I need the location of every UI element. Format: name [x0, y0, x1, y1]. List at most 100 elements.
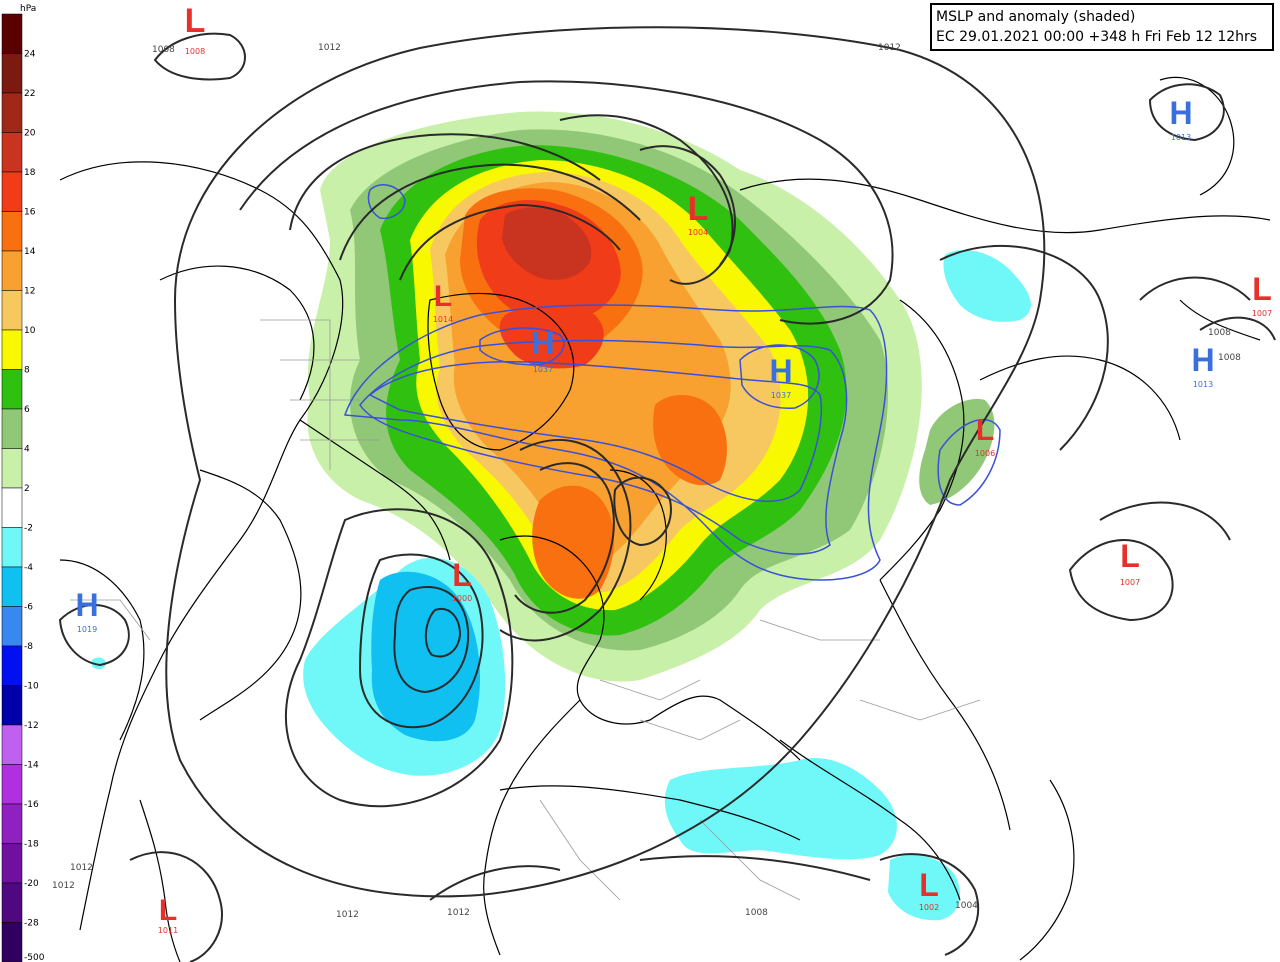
scale-swatch	[1, 645, 23, 686]
scale-swatch	[1, 92, 23, 133]
scale-label: -4	[24, 563, 33, 573]
anomaly-negative-india	[888, 855, 960, 921]
svg-text:H: H	[531, 325, 554, 361]
svg-text:1007: 1007	[1120, 578, 1140, 587]
scale-unit: hPa	[20, 4, 36, 14]
chart-subtitle: EC 29.01.2021 00:00 +348 h Fri Feb 12 12…	[936, 29, 1258, 45]
scale-label: -6	[24, 603, 33, 613]
svg-text:1008: 1008	[185, 47, 205, 56]
scale-swatch	[1, 290, 23, 331]
scale-swatch	[1, 882, 23, 923]
low-pressure-marker: L 1007	[1252, 271, 1272, 318]
high-pressure-marker: H 1013	[1191, 342, 1214, 389]
svg-text:L: L	[434, 280, 452, 313]
svg-text:H: H	[769, 353, 792, 389]
svg-text:1004: 1004	[688, 228, 708, 237]
scale-swatch	[1, 211, 23, 252]
scale-label: 6	[24, 405, 30, 415]
scale-label: 20	[24, 129, 36, 139]
anomaly-color-scale: hPa 24 22 20 18 16 14 12 10 8 6 4 2 -2 -4 -6 -8 -10 -12 -1…	[0, 0, 50, 962]
svg-text:1011: 1011	[158, 926, 178, 935]
low-pressure-marker: L 1011	[158, 894, 178, 935]
isobar-label: 1012	[52, 881, 75, 891]
scale-label: 4	[24, 445, 30, 455]
scale-swatch	[1, 922, 23, 962]
scale-label: 22	[24, 89, 35, 99]
svg-text:L: L	[688, 190, 709, 228]
svg-text:L: L	[452, 557, 472, 593]
scale-swatch	[1, 13, 23, 54]
isobar-label: 1004	[955, 901, 978, 911]
scale-label: 8	[24, 366, 30, 376]
svg-text:1037: 1037	[771, 391, 791, 400]
scale-label: -18	[24, 840, 39, 850]
scale-swatch	[1, 329, 23, 370]
low-pressure-marker: L 1014	[433, 280, 453, 324]
scale-label: 12	[24, 287, 35, 297]
svg-text:L: L	[919, 867, 939, 903]
isobar-1012-outer	[165, 26, 1046, 898]
svg-text:L: L	[976, 414, 994, 447]
svg-text:L: L	[159, 894, 177, 927]
scale-label: 16	[24, 208, 36, 218]
anomaly-negative-mideast	[664, 758, 897, 860]
low-pressure-marker: L 1007	[1120, 538, 1140, 587]
scale-label: -2	[24, 524, 33, 534]
high-pressure-marker: H 1037	[769, 353, 792, 400]
anomaly-negative-mexico	[92, 657, 106, 670]
scale-label: -12	[24, 721, 39, 731]
isobar-label: 1012	[878, 43, 901, 53]
scale-label: 14	[24, 247, 36, 257]
scale-swatch	[1, 843, 23, 884]
isobar-label: 1008	[1208, 328, 1231, 338]
scale-label: 24	[24, 50, 36, 60]
scale-swatch	[1, 250, 23, 291]
scale-label: -500	[24, 953, 45, 962]
svg-text:1000: 1000	[452, 594, 472, 603]
anomaly-positive-18	[502, 207, 592, 280]
scale-swatch	[1, 448, 23, 489]
scale-swatch	[1, 487, 23, 528]
isobar-label: 1012	[318, 43, 341, 53]
high-pressure-marker: H 1013	[1169, 95, 1192, 142]
low-pressure-marker: L 1008	[185, 2, 206, 56]
svg-text:1019: 1019	[77, 625, 97, 634]
scale-label: 2	[24, 484, 30, 494]
chart-title-box: MSLP and anomaly (shaded) EC 29.01.2021 …	[930, 3, 1274, 51]
scale-label: 10	[24, 326, 36, 336]
scale-swatch	[1, 685, 23, 726]
isobar-1016	[239, 80, 894, 325]
svg-text:1007: 1007	[1252, 309, 1272, 318]
scale-swatch	[1, 803, 23, 844]
anomaly-negative-asia	[943, 250, 1031, 322]
scale-label: -20	[24, 879, 39, 889]
svg-text:1013: 1013	[1171, 133, 1191, 142]
borders	[70, 319, 981, 901]
isobar-label: 1008	[152, 45, 175, 55]
svg-text:1037: 1037	[533, 365, 553, 374]
high-isobars	[343, 184, 1001, 581]
scale-swatch	[1, 132, 23, 173]
anomaly-positive-14-b	[653, 394, 727, 486]
svg-text:H: H	[1191, 342, 1214, 378]
scale-swatch	[1, 527, 23, 568]
svg-text:L: L	[1120, 538, 1140, 574]
low-pressure-marker: L 1004	[688, 190, 709, 237]
scale-swatch	[1, 724, 23, 765]
chart-title: MSLP and anomaly (shaded)	[936, 9, 1136, 25]
low-pressure-marker: L 1000	[452, 557, 472, 603]
scale-label: 18	[24, 168, 36, 178]
svg-text:1006: 1006	[975, 449, 995, 458]
svg-text:L: L	[185, 2, 206, 40]
isobars	[58, 26, 1276, 962]
high-pressure-marker: H 1019	[75, 587, 98, 634]
scale-swatch	[1, 566, 23, 607]
isobar-label: 1012	[447, 908, 470, 918]
svg-text:1014: 1014	[433, 315, 453, 324]
scale-swatch	[1, 606, 23, 647]
scale-swatch	[1, 53, 23, 94]
isobar-labels: 1008 1012 1012 1008 1008 1012 1012 1012 …	[52, 43, 1241, 920]
svg-text:H: H	[1169, 95, 1192, 131]
high-pressure-marker: H 1037	[531, 325, 554, 374]
